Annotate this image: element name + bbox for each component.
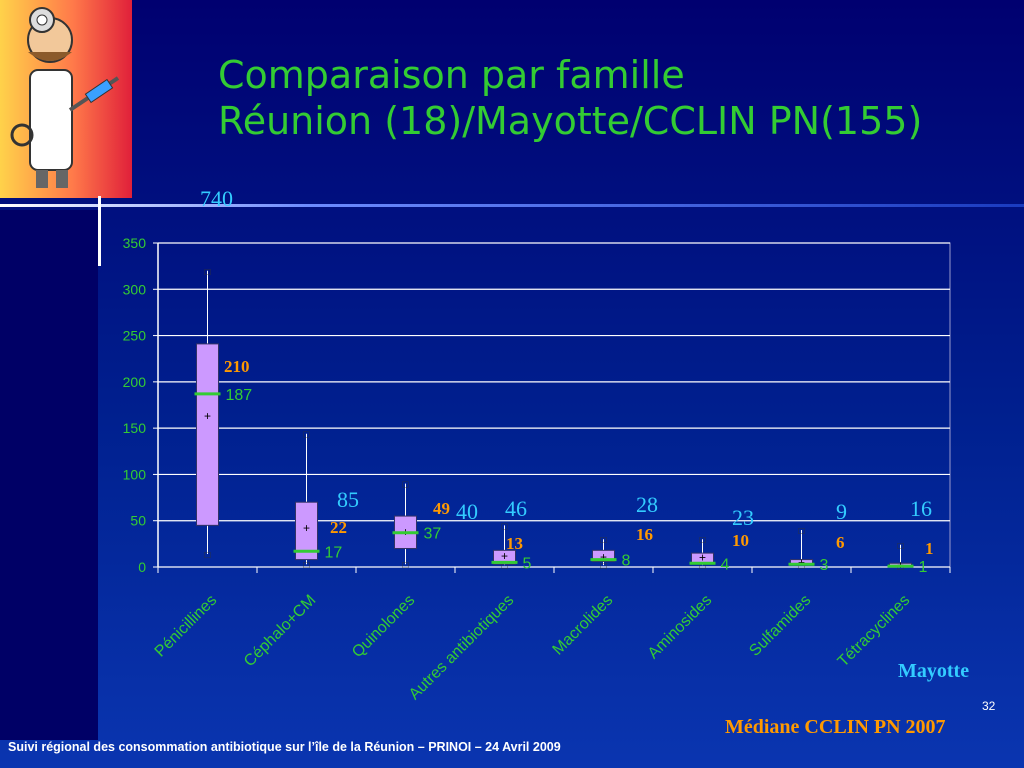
y-tick-label: 350	[123, 235, 147, 251]
box	[592, 549, 615, 562]
y-tick-label: 250	[123, 328, 147, 344]
median-label: 5	[523, 555, 532, 572]
title-line-2: Réunion (18)/Mayotte/CCLIN PN(155)	[218, 99, 923, 143]
min-marker: □	[699, 561, 705, 572]
mayotte-value-label: 16	[910, 496, 932, 521]
max-marker: □	[204, 267, 210, 278]
y-tick-label: 150	[123, 420, 147, 436]
y-tick-label: 200	[123, 374, 147, 390]
y-tick-label: 300	[123, 281, 147, 297]
category-label: Sulfamides	[746, 592, 814, 660]
mayotte-value-label: 85	[337, 487, 359, 512]
box	[196, 343, 219, 526]
min-marker: □	[303, 560, 309, 571]
cclin-median-label: 1	[925, 539, 934, 558]
min-marker: □	[600, 561, 606, 572]
mayotte-value-label: 46	[505, 496, 527, 521]
median-label: 37	[424, 526, 442, 543]
mean-marker: +	[699, 551, 706, 565]
min-marker: □	[204, 550, 210, 561]
category-label: Autres antibiotiques	[406, 592, 517, 703]
title-line-1: Comparaison par famille	[218, 53, 685, 97]
min-marker: □	[798, 561, 804, 572]
min-marker: □	[501, 561, 507, 572]
cclin-median-label: 210	[224, 357, 250, 376]
category-label: Aminosides	[645, 592, 716, 663]
doctor-logo	[0, 0, 132, 198]
median-label: 187	[226, 387, 253, 404]
box	[493, 549, 516, 565]
category-label: Macrolides	[550, 592, 617, 659]
y-tick-label: 100	[123, 466, 147, 482]
plot-area	[157, 242, 951, 568]
mayotte-value-label: 740	[200, 186, 233, 211]
category-label: Céphalo+CM	[241, 592, 319, 670]
mean-marker: +	[501, 549, 508, 563]
max-marker: □	[699, 535, 705, 546]
mayotte-value-label: 28	[636, 492, 658, 517]
y-tick-label: 0	[138, 559, 146, 575]
footer-text: Suivi régional des consommation antibiot…	[8, 740, 561, 754]
mayotte-value-label: 23	[732, 505, 754, 530]
median-label: 17	[325, 544, 343, 561]
cclin-median-label: 49	[433, 499, 450, 518]
max-marker: □	[798, 526, 804, 537]
mean-marker: +	[204, 409, 211, 423]
doctor-illustration	[10, 7, 120, 188]
max-marker: □	[402, 480, 408, 491]
legend-cclin-median: Médiane CCLIN PN 2007	[725, 716, 946, 738]
min-marker: □	[402, 560, 408, 571]
mean-marker: +	[798, 555, 805, 569]
cclin-median-label: 6	[836, 533, 845, 552]
slide-title: Comparaison par famille Réunion (18)/May…	[218, 52, 922, 144]
median-label: 1	[919, 559, 928, 576]
box	[295, 501, 318, 561]
median-label: 4	[721, 556, 730, 573]
cclin-median-label: 16	[636, 525, 653, 544]
cclin-median-label: 22	[330, 518, 347, 537]
max-marker: □	[303, 430, 309, 441]
header-divider	[0, 204, 1024, 207]
max-marker: □	[897, 541, 903, 552]
category-label: Quinolones	[349, 592, 418, 661]
cclin-median-label: 13	[506, 534, 523, 553]
median-label: 3	[820, 557, 829, 574]
max-marker: □	[600, 535, 606, 546]
mean-marker: +	[600, 550, 607, 564]
vertical-accent-line	[98, 196, 101, 266]
page-number: 32	[982, 699, 996, 713]
mayotte-value-label: 9	[836, 499, 847, 524]
median-label: 8	[622, 553, 631, 570]
category-label: Tétracyclines	[835, 592, 914, 671]
mayotte-value-label: 40	[456, 499, 478, 524]
legend-mayotte: Mayotte	[898, 660, 970, 682]
left-band	[0, 210, 98, 740]
category-label: Pénicillines	[152, 592, 221, 661]
mean-marker: +	[303, 521, 310, 535]
max-marker: □	[501, 521, 507, 532]
y-tick-label: 50	[130, 513, 146, 529]
cclin-median-label: 10	[732, 531, 749, 550]
